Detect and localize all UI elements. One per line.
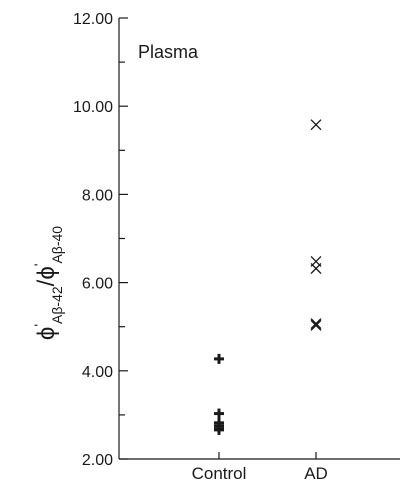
y-tick-label: 4.00 <box>82 364 113 381</box>
y-axis-ticks: 2.00 4.00 6.00 8.00 10.00 12.00 <box>73 11 128 469</box>
x-axis-categories: Control AD <box>192 452 328 483</box>
y-tick-label: 12.00 <box>73 11 113 28</box>
y-axis-label: ϕ'Aβ-42/ϕ'Aβ-40 <box>31 226 65 340</box>
axes <box>118 18 400 460</box>
data-points <box>214 119 322 435</box>
control-point-plus <box>214 424 224 435</box>
y-tick-label: 10.00 <box>73 99 113 116</box>
y-tick-label: 8.00 <box>82 187 113 204</box>
ad-point-cross <box>310 119 322 131</box>
y-tick-label: 6.00 <box>82 276 113 293</box>
x-category-label: AD <box>304 464 328 483</box>
panel-annotation: Plasma <box>138 42 199 62</box>
ad-point-cross <box>310 318 322 330</box>
x-category-label: Control <box>192 464 247 483</box>
ad-point-cross <box>310 319 322 331</box>
control-point-plus <box>214 353 224 364</box>
ad-point-cross <box>310 263 322 274</box>
control-point-plus <box>214 408 224 419</box>
y-tick-label: 2.00 <box>82 452 113 469</box>
